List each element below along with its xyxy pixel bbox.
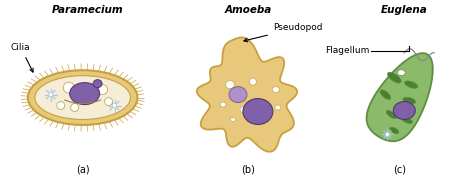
Ellipse shape: [105, 98, 112, 105]
Polygon shape: [366, 53, 433, 141]
Ellipse shape: [57, 102, 65, 110]
Ellipse shape: [403, 97, 416, 104]
Ellipse shape: [385, 132, 389, 136]
Text: Euglena: Euglena: [381, 5, 428, 15]
Ellipse shape: [63, 82, 74, 93]
Ellipse shape: [240, 107, 246, 113]
Ellipse shape: [220, 102, 226, 107]
Text: (c): (c): [393, 164, 406, 174]
Polygon shape: [197, 37, 297, 152]
Ellipse shape: [93, 80, 102, 88]
Ellipse shape: [49, 93, 53, 97]
Ellipse shape: [386, 110, 396, 118]
Ellipse shape: [393, 102, 415, 119]
Ellipse shape: [98, 85, 108, 95]
Text: Amoeba: Amoeba: [224, 5, 272, 15]
Ellipse shape: [230, 118, 236, 121]
Text: Cilia: Cilia: [11, 43, 33, 72]
Text: Pseudopod: Pseudopod: [244, 23, 322, 42]
Ellipse shape: [35, 76, 130, 119]
Ellipse shape: [243, 99, 273, 124]
Text: (b): (b): [241, 164, 255, 174]
Ellipse shape: [273, 87, 279, 93]
Ellipse shape: [275, 105, 281, 110]
Ellipse shape: [249, 78, 256, 85]
Ellipse shape: [397, 70, 405, 76]
Ellipse shape: [402, 118, 412, 124]
Text: Flagellum: Flagellum: [325, 46, 369, 55]
Ellipse shape: [388, 72, 401, 83]
Text: (a): (a): [76, 164, 90, 174]
Ellipse shape: [28, 70, 137, 125]
Text: Paramecium: Paramecium: [52, 5, 123, 15]
Ellipse shape: [229, 87, 247, 102]
Ellipse shape: [380, 90, 391, 99]
Ellipse shape: [390, 127, 399, 134]
Ellipse shape: [70, 83, 100, 105]
Ellipse shape: [260, 119, 265, 124]
Ellipse shape: [226, 81, 235, 89]
Ellipse shape: [112, 104, 117, 108]
Ellipse shape: [71, 104, 79, 112]
Ellipse shape: [405, 81, 418, 88]
